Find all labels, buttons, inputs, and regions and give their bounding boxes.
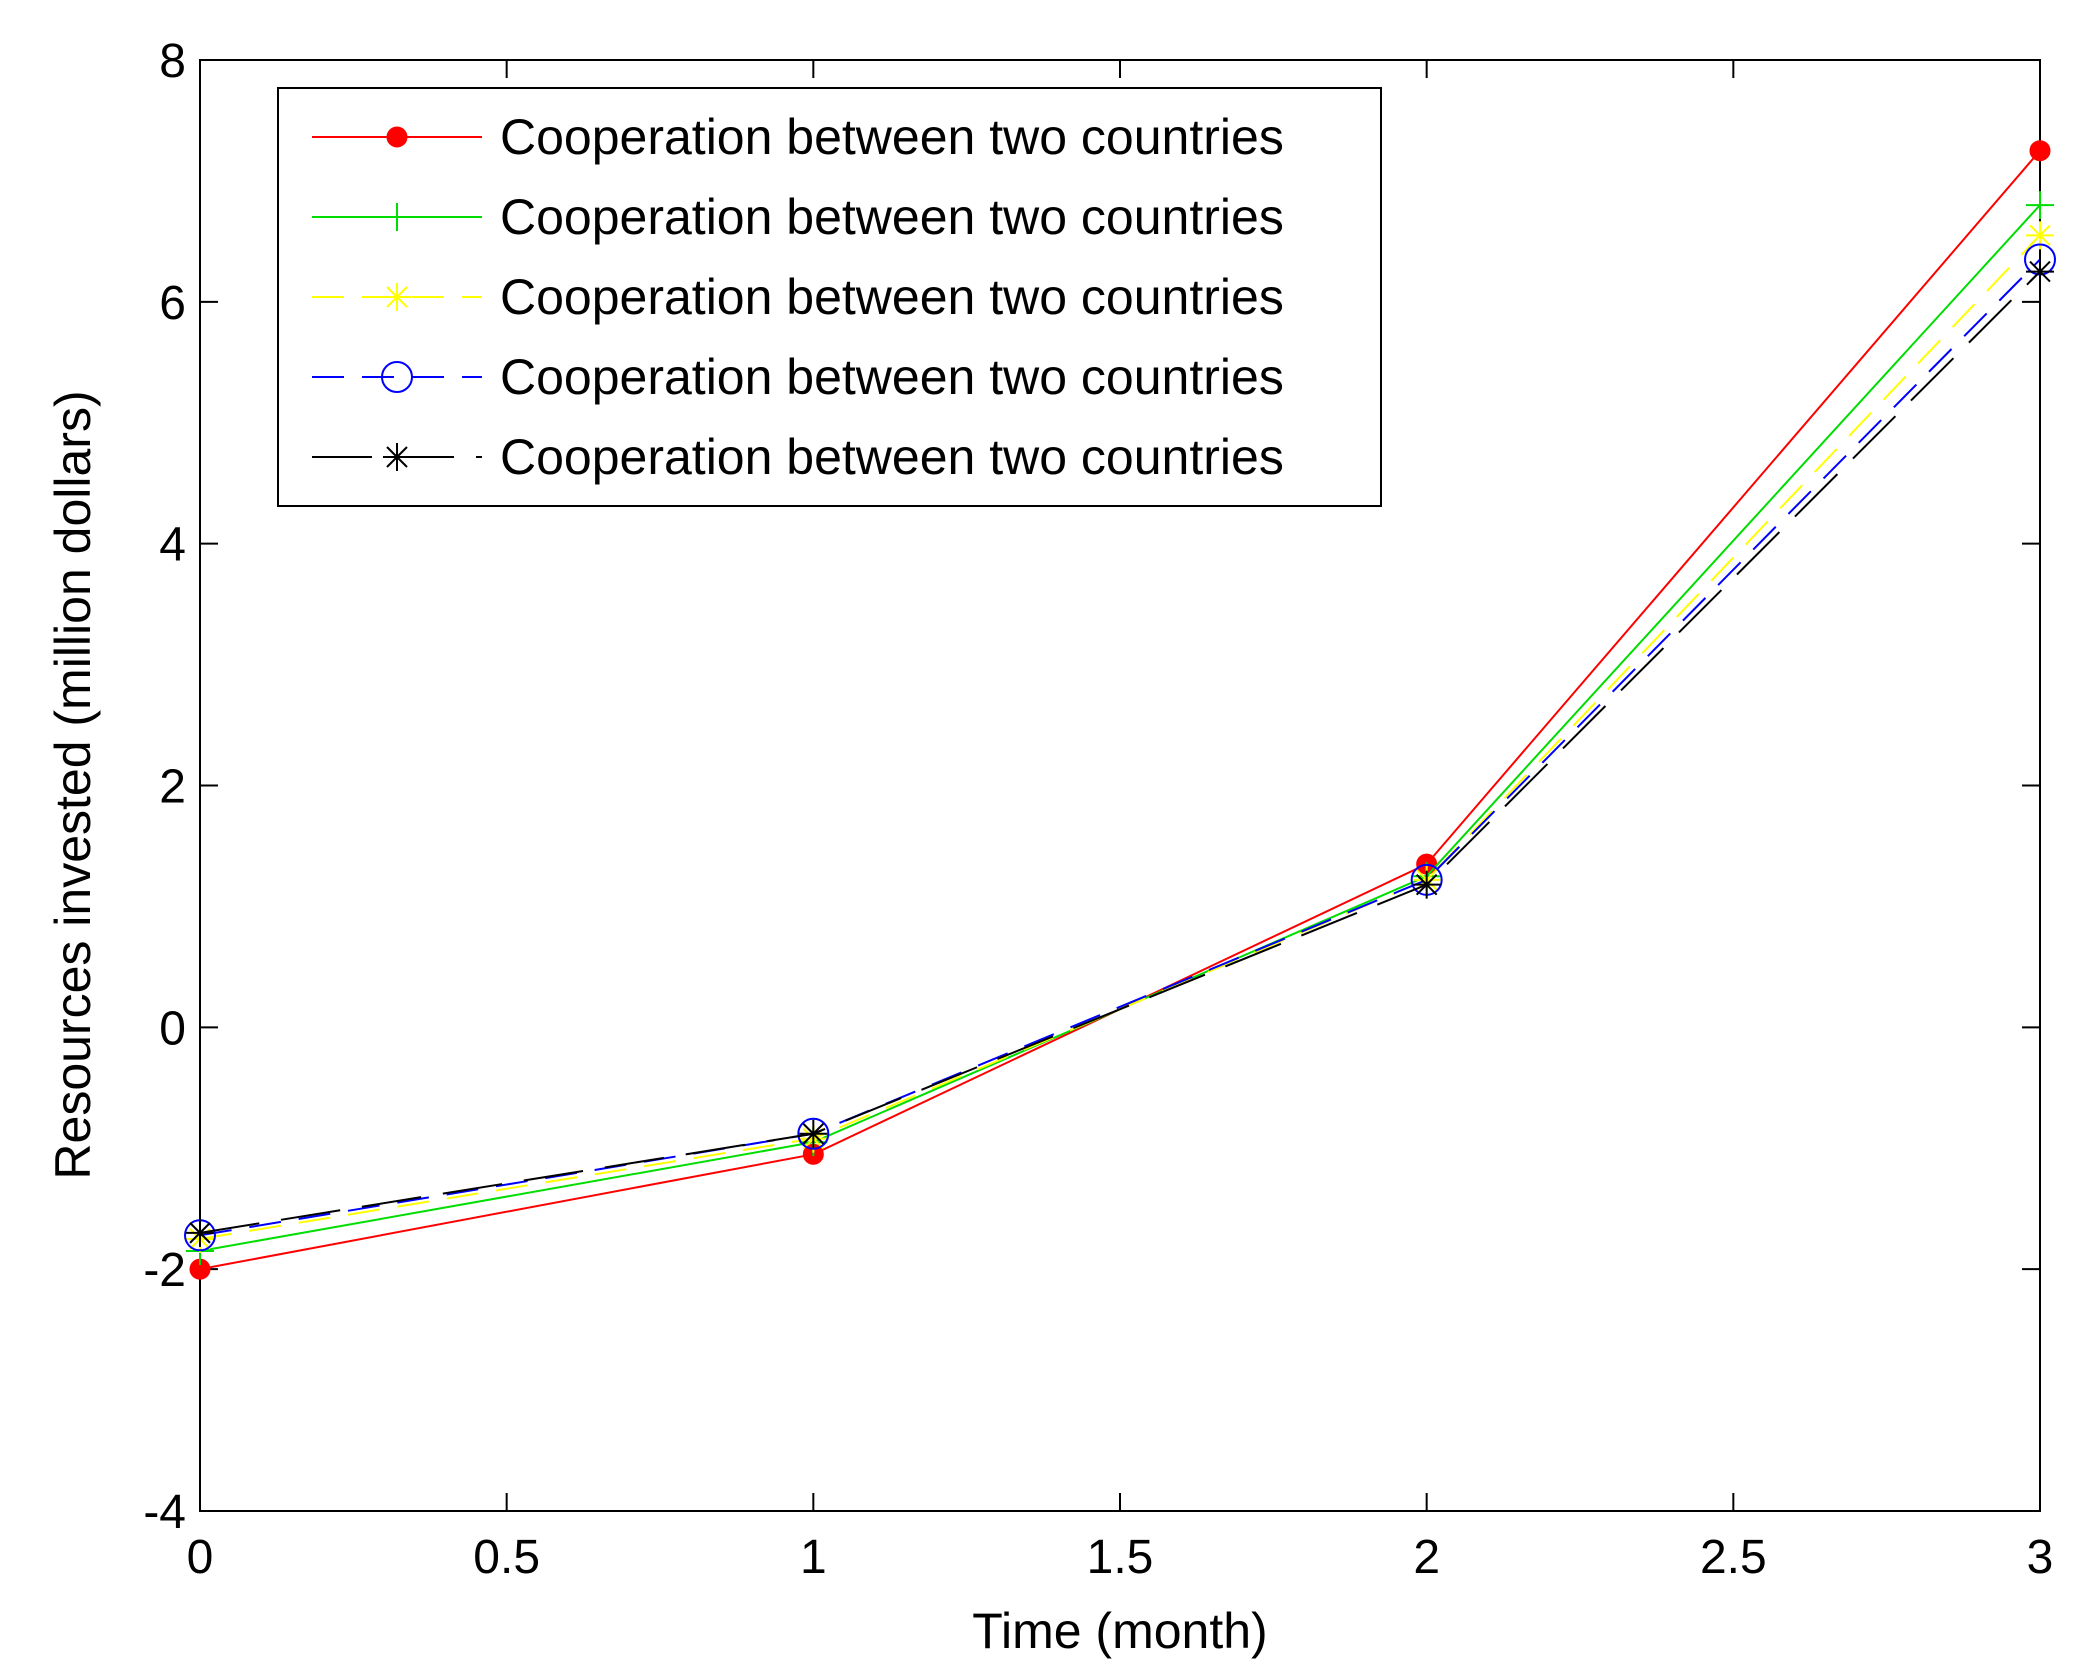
data-point <box>2026 191 2054 220</box>
data-point <box>797 1117 830 1150</box>
y-tick-label: 0 <box>159 1002 186 1055</box>
y-tick-label: 8 <box>159 35 186 88</box>
legend: Cooperation between two countries Coopera… <box>277 87 1382 507</box>
data-point <box>186 1218 214 1247</box>
data-point <box>1412 870 1441 899</box>
x-tick-label: 1 <box>800 1531 827 1584</box>
x-tick-label: 2.5 <box>1700 1531 1767 1584</box>
legend-label: Cooperation between two countries <box>500 109 1284 165</box>
series-5 <box>186 257 2054 1247</box>
series-line <box>199 270 2041 1234</box>
y-tick-label: 6 <box>159 277 186 330</box>
series-line <box>199 258 2041 1237</box>
y-tick-label: -4 <box>143 1486 186 1539</box>
legend-entry: Cooperation between two countries <box>312 109 1284 165</box>
x-tick-label: 3 <box>2027 1531 2054 1584</box>
legend-entry: Cooperation between two countries <box>312 269 1284 325</box>
y-tick-label: -2 <box>143 1244 186 1297</box>
x-tick-label: 0.5 <box>473 1531 540 1584</box>
series-layer <box>184 140 2056 1280</box>
legend-box <box>277 87 1382 507</box>
data-point <box>2029 140 2051 162</box>
ticks-layer: 0 0.5 1 1.5 2 2.5 3 -4 -2 0 2 4 6 8 <box>143 35 2053 1584</box>
y-tick-label: 2 <box>159 761 186 814</box>
legend-label: Cooperation between two countries <box>500 429 1284 485</box>
x-tick-label: 0 <box>187 1531 214 1584</box>
x-axis-label: Time (month) <box>972 1603 1267 1659</box>
legend-entry: Cooperation between two countries <box>312 189 1284 245</box>
legend-label: Cooperation between two countries <box>500 269 1284 325</box>
data-point <box>383 203 411 231</box>
x-tick-label: 2 <box>1413 1531 1440 1584</box>
data-point <box>381 361 413 393</box>
data-point <box>383 443 411 471</box>
legend-label: Cooperation between two countries <box>500 189 1284 245</box>
data-point <box>799 1119 828 1148</box>
y-axis-label: Resources invested (million dollars) <box>45 390 101 1179</box>
x-tick-label: 1.5 <box>1087 1531 1154 1584</box>
data-point <box>383 283 411 311</box>
legend-entry: Cooperation between two countries <box>312 349 1284 405</box>
legend-label: Cooperation between two countries <box>500 349 1284 405</box>
data-point <box>386 126 408 148</box>
legend-entry: Cooperation between two countries <box>312 429 1284 485</box>
y-tick-label: 4 <box>159 519 186 572</box>
data-point <box>2026 257 2054 286</box>
